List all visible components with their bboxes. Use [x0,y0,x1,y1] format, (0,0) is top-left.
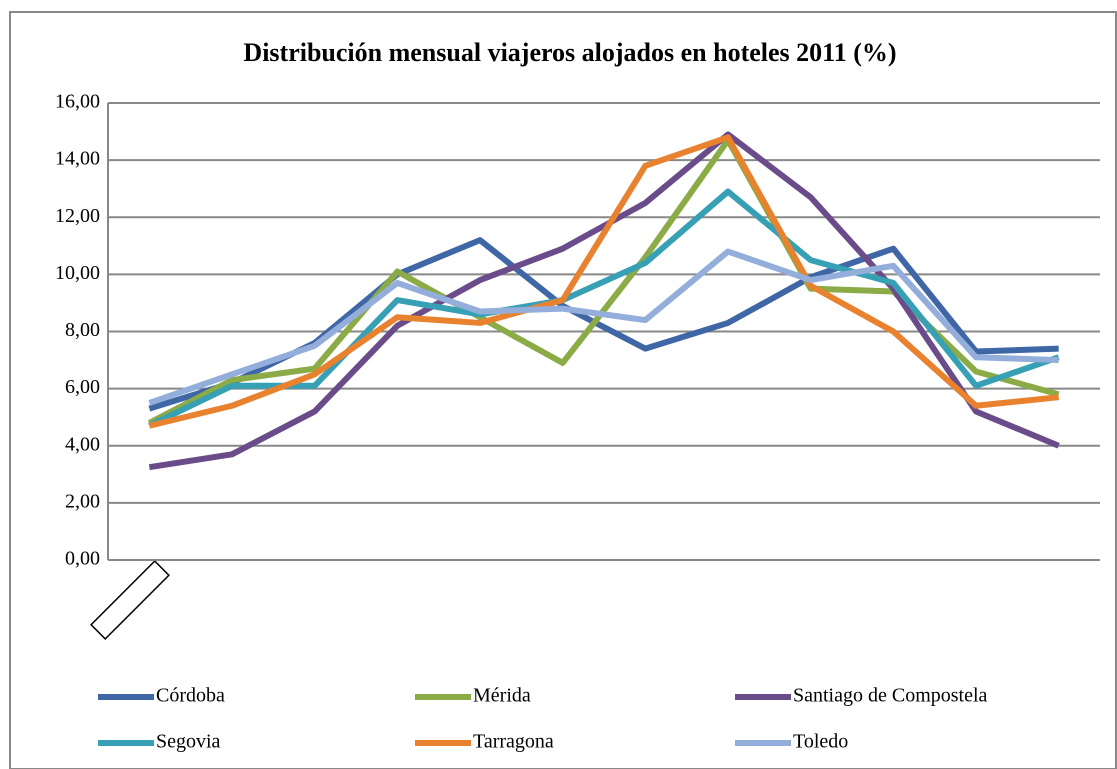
legend-label: Mérida [473,685,531,707]
y-tick-label: 12,00 [55,205,100,227]
series-line [148,248,1059,406]
series-line [148,188,1060,429]
legend-label: Segovia [156,731,221,753]
legend-label: Tarragona [473,731,554,753]
y-tick-label: 14,00 [55,148,100,170]
y-tick-label: 8,00 [65,319,100,341]
y-tick-label: 0,00 [65,548,100,570]
series-line [148,131,1060,471]
legend-label: Córdoba [156,685,225,707]
chart-border [9,11,1117,769]
legend-label: Toledo [793,731,848,753]
chart-title: Distribución mensual viajeros alojados e… [243,38,896,67]
series-line [148,134,1059,429]
y-tick-label: 4,00 [65,433,100,455]
y-tick-label: 16,00 [55,91,100,113]
x-label-placeholder [90,560,170,640]
y-tick-label: 2,00 [65,490,100,512]
x-label-box [90,560,170,640]
y-tick-label: 6,00 [65,376,100,398]
y-tick-label: 10,00 [55,262,100,284]
legend-label: Santiago de Compostela [793,685,988,707]
